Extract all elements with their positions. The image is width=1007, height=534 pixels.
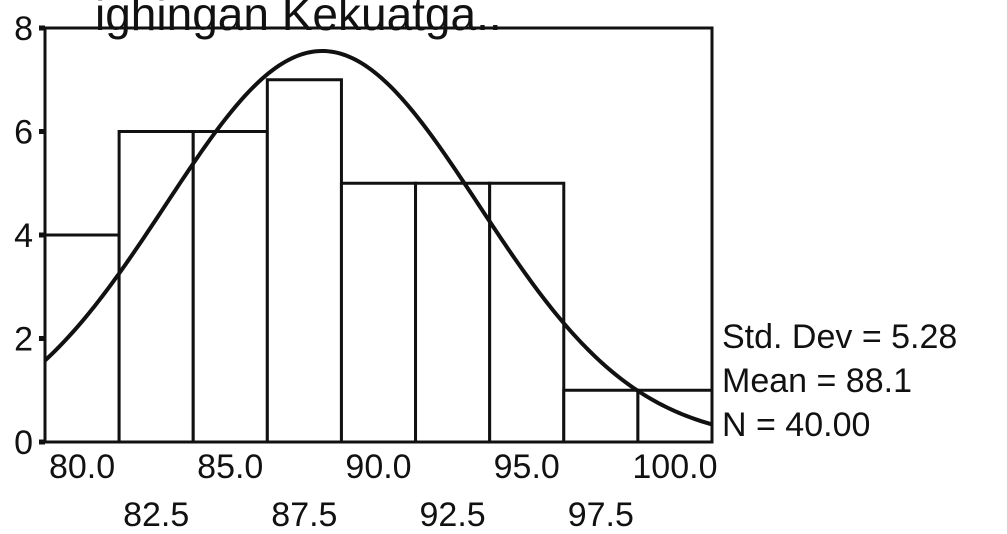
x-tick-label-80.0: 80.0 — [49, 448, 115, 486]
bars-layer — [43, 78, 714, 444]
histogram-bar-6 — [414, 181, 492, 444]
mean-label: Mean = 88.1 — [722, 362, 912, 400]
y-tick-label-8: 8 — [14, 10, 33, 48]
y-tick-label-0: 0 — [14, 424, 33, 462]
normal-curve — [43, 48, 713, 427]
x-tick-label-85.0: 85.0 — [197, 448, 263, 486]
histogram-bar-7 — [488, 181, 566, 444]
y-tick-label-6: 6 — [14, 114, 33, 152]
histogram-bar-4 — [265, 78, 343, 444]
y-tick-label-4: 4 — [14, 217, 33, 255]
std-dev-label: Std. Dev = 5.28 — [722, 318, 957, 356]
x-tick-label-97.5: 97.5 — [568, 496, 634, 534]
histogram-bar-1 — [43, 233, 121, 444]
y-tick-label-2: 2 — [14, 321, 33, 359]
x-tick-label-87.5: 87.5 — [271, 496, 337, 534]
x-tick-label-82.5: 82.5 — [123, 496, 189, 534]
x-tick-label-100.0: 100.0 — [632, 448, 717, 486]
histogram-bar-8 — [562, 388, 640, 444]
x-tick-label-92.5: 92.5 — [420, 496, 486, 534]
x-tick-label-90.0: 90.0 — [345, 448, 411, 486]
histogram-bar-5 — [339, 181, 418, 444]
y-axis: 0 2 4 6 8 — [14, 10, 45, 462]
x-tick-label-95.0: 95.0 — [494, 448, 560, 486]
histogram-bar-3 — [191, 130, 269, 444]
chart-title-fragment: ighingan Kekuatga.. — [95, 0, 502, 40]
x-axis: 80.0 85.0 90.0 95.0 100.0 82.5 87.5 92.5 97.5 — [49, 448, 718, 534]
n-label: N = 40.00 — [722, 406, 870, 444]
